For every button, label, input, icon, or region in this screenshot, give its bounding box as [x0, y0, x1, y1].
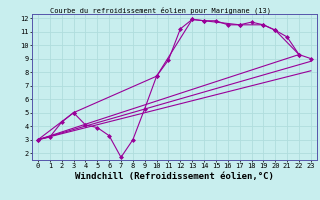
X-axis label: Windchill (Refroidissement éolien,°C): Windchill (Refroidissement éolien,°C) — [75, 172, 274, 181]
Text: Courbe du refroidissement éolien pour Marignane (13): Courbe du refroidissement éolien pour Ma… — [50, 6, 270, 14]
